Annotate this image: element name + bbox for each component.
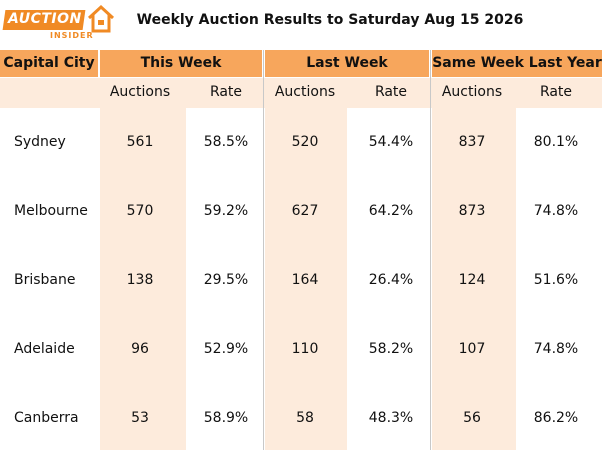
subheader-row: [0, 78, 602, 108]
value-cell: 74.8%: [533, 341, 579, 357]
value-cell: 56: [463, 410, 481, 426]
logo: AUCTION INSIDER: [2, 4, 116, 44]
value-cell: 520: [291, 134, 319, 150]
subheader-cell: Rate: [539, 84, 573, 100]
value-cell: 74.8%: [533, 203, 579, 219]
column-shade: [265, 78, 347, 450]
house-window: [98, 20, 104, 25]
value-cell: 86.2%: [533, 410, 579, 426]
value-cell: 164: [291, 272, 319, 288]
value-cell: 561: [126, 134, 154, 150]
separator: [263, 50, 264, 450]
city-cell: Brisbane: [14, 272, 76, 288]
header-cell: Same Week Last Year: [432, 50, 602, 77]
value-cell: 26.4%: [368, 272, 414, 288]
value-cell: 627: [291, 203, 319, 219]
header-cell: Last Week: [265, 50, 429, 77]
value-cell: 58.2%: [368, 341, 414, 357]
city-cell: Canberra: [14, 410, 79, 426]
value-cell: 53: [131, 410, 149, 426]
value-cell: 107: [458, 341, 486, 357]
logo-subword: INSIDER: [50, 31, 94, 40]
column-shade: [432, 78, 516, 450]
value-cell: 124: [458, 272, 486, 288]
city-cell: Melbourne: [14, 203, 88, 219]
value-cell: 570: [126, 203, 154, 219]
title: Weekly Auction Results to Saturday Aug 1…: [136, 12, 524, 28]
value-cell: 52.9%: [203, 341, 249, 357]
value-cell: 110: [291, 341, 319, 357]
value-cell: 48.3%: [368, 410, 414, 426]
value-cell: 29.5%: [203, 272, 249, 288]
value-cell: 873: [458, 203, 486, 219]
subheader-cell: Auctions: [274, 84, 336, 100]
subheader-cell: Rate: [209, 84, 243, 100]
value-cell: 837: [458, 134, 486, 150]
header-cell: This Week: [100, 50, 262, 77]
value-cell: 54.4%: [368, 134, 414, 150]
logo-word: AUCTION: [8, 11, 82, 27]
city-cell: Sydney: [14, 134, 66, 150]
logo-house: [87, 4, 115, 33]
value-cell: 51.6%: [533, 272, 579, 288]
house-outline: [87, 4, 115, 33]
separator: [430, 50, 431, 450]
subheader-cell: Rate: [374, 84, 408, 100]
value-cell: 64.2%: [368, 203, 414, 219]
value-cell: 80.1%: [533, 134, 579, 150]
value-cell: 96: [131, 341, 149, 357]
header-cell: Capital City: [0, 50, 98, 77]
value-cell: 58: [296, 410, 314, 426]
subheader-cell: Auctions: [109, 84, 171, 100]
value-cell: 138: [126, 272, 154, 288]
city-cell: Adelaide: [14, 341, 75, 357]
subheader-cell: Auctions: [441, 84, 503, 100]
value-cell: 58.9%: [203, 410, 249, 426]
column-shade: [100, 78, 186, 450]
value-cell: 59.2%: [203, 203, 249, 219]
value-cell: 58.5%: [203, 134, 249, 150]
